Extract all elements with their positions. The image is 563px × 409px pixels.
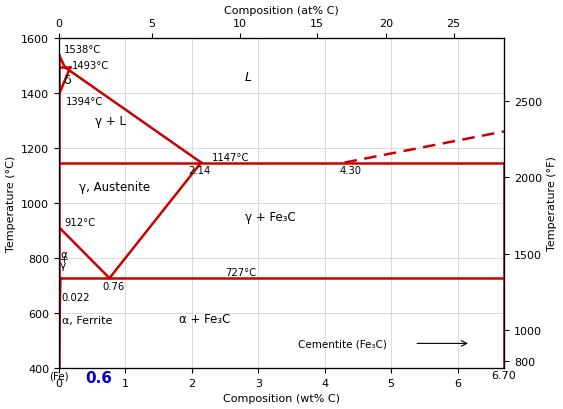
Text: Cementite (Fe₃C): Cementite (Fe₃C)	[298, 339, 387, 348]
Y-axis label: Temperature (°F): Temperature (°F)	[547, 156, 557, 251]
Text: 1394°C: 1394°C	[66, 97, 103, 107]
Text: 912°C: 912°C	[64, 217, 95, 227]
Text: 6.70: 6.70	[491, 371, 516, 380]
Text: α + Fe₃C: α + Fe₃C	[178, 312, 230, 325]
Y-axis label: Temperature (°C): Temperature (°C)	[6, 155, 16, 252]
Text: 4.30: 4.30	[339, 166, 361, 175]
Text: γ, Austenite: γ, Austenite	[79, 180, 150, 193]
Text: 1493°C: 1493°C	[72, 61, 109, 71]
Text: +: +	[60, 255, 69, 265]
Text: 727°C: 727°C	[225, 268, 256, 278]
Text: L: L	[245, 71, 252, 84]
Text: 0.76: 0.76	[103, 281, 125, 291]
Text: 1538°C: 1538°C	[64, 45, 101, 55]
Text: 0.022: 0.022	[61, 292, 90, 302]
Text: 2.14: 2.14	[189, 166, 211, 175]
Text: γ: γ	[60, 260, 66, 270]
X-axis label: Composition (wt% C): Composition (wt% C)	[223, 393, 340, 403]
Text: γ + Fe₃C: γ + Fe₃C	[245, 211, 296, 224]
Text: α, Ferrite: α, Ferrite	[61, 315, 112, 325]
Text: α: α	[60, 249, 67, 259]
X-axis label: Composition (at% C): Composition (at% C)	[224, 6, 339, 16]
Text: 1147°C: 1147°C	[212, 153, 249, 163]
Text: 0.6: 0.6	[86, 371, 112, 385]
Text: γ + L: γ + L	[96, 115, 127, 128]
Text: δ: δ	[63, 74, 70, 86]
Text: (Fe): (Fe)	[49, 371, 69, 380]
